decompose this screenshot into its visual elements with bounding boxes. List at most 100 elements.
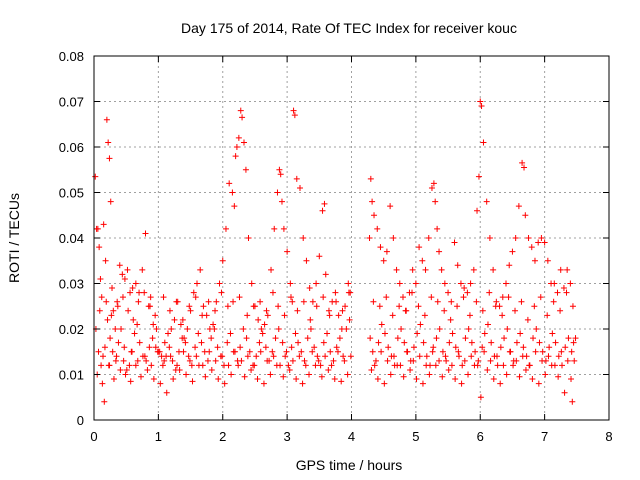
data-point: [127, 289, 134, 296]
data-point: [169, 357, 176, 364]
axis-ticks: [93, 55, 610, 421]
data-point: [204, 357, 211, 364]
data-point: [255, 316, 262, 323]
data-point: [118, 326, 125, 332]
data-point: [389, 312, 396, 319]
data-point: [561, 389, 568, 396]
data-point: [375, 339, 382, 346]
data-point: [472, 348, 479, 355]
data-point: [257, 348, 264, 355]
data-point: [468, 353, 475, 360]
data-point: [517, 330, 524, 337]
data-point: [96, 307, 103, 314]
data-point: [439, 373, 446, 380]
data-point: [529, 376, 536, 383]
data-point: [258, 326, 265, 332]
data-point: [199, 362, 206, 369]
data-point: [307, 316, 314, 323]
data-point: [525, 235, 532, 241]
data-point: [531, 257, 538, 264]
data-point: [545, 353, 552, 360]
data-point: [224, 303, 231, 310]
data-point: [256, 339, 263, 346]
data-point: [554, 289, 561, 296]
data-point: [101, 398, 108, 405]
data-point: [385, 344, 392, 351]
data-point: [383, 248, 390, 255]
data-point: [432, 362, 439, 369]
data-point: [195, 330, 202, 337]
data-point: [560, 285, 567, 292]
data-point: [208, 335, 215, 342]
data-point: [100, 353, 107, 360]
data-point: [179, 335, 186, 342]
data-point: [486, 235, 493, 241]
data-point: [479, 344, 486, 351]
data-point: [198, 339, 205, 346]
data-point: [132, 362, 139, 369]
data-point: [380, 257, 387, 264]
data-point: [550, 298, 557, 305]
data-point: [257, 298, 264, 305]
data-point: [555, 353, 562, 360]
x-tick-label: 4: [348, 429, 355, 444]
y-tick-label: 0.04: [59, 231, 84, 246]
data-point: [106, 155, 113, 162]
data-point: [280, 225, 287, 232]
data-point: [430, 180, 437, 187]
data-point: [367, 335, 374, 342]
data-point: [227, 330, 234, 337]
data-point: [369, 198, 376, 205]
data-point: [113, 353, 120, 360]
data-point: [152, 312, 159, 319]
data-point: [126, 362, 133, 369]
data-point: [339, 307, 346, 314]
data-point: [542, 371, 549, 378]
data-point: [419, 380, 426, 387]
data-point: [185, 353, 192, 360]
data-point: [244, 353, 251, 360]
data-point: [513, 357, 520, 364]
data-point: [235, 362, 242, 369]
data-point: [248, 366, 255, 373]
data-point: [271, 225, 278, 232]
data-point: [513, 339, 520, 346]
data-point: [231, 348, 238, 355]
data-point: [479, 307, 486, 314]
data-point: [102, 257, 109, 264]
data-point: [564, 357, 571, 364]
data-point: [134, 357, 141, 364]
data-point: [215, 376, 222, 383]
data-point: [259, 330, 266, 337]
data-point: [409, 266, 416, 273]
data-point: [122, 371, 129, 378]
data-point: [436, 326, 443, 332]
data-point: [186, 357, 193, 364]
data-point: [521, 164, 528, 171]
y-tick-labels: 0 0.01 0.02 0.03 0.04 0.05 0.06 0.07 0.08: [59, 49, 84, 428]
data-point: [275, 326, 282, 332]
data-point: [294, 307, 301, 314]
data-point: [240, 139, 247, 146]
data-point: [562, 344, 569, 351]
data-point: [484, 321, 491, 328]
data-point: [460, 294, 467, 301]
data-point: [538, 235, 545, 241]
data-point: [423, 362, 430, 369]
data-point: [187, 307, 194, 314]
data-point: [539, 357, 546, 364]
data-point: [307, 326, 314, 332]
data-point: [378, 348, 385, 355]
data-point: [298, 348, 305, 355]
data-point: [103, 298, 110, 305]
data-point: [159, 362, 166, 369]
data-point: [321, 200, 328, 207]
data-point: [456, 353, 463, 360]
data-point: [222, 225, 229, 232]
data-point: [199, 312, 206, 319]
data-point: [150, 376, 157, 383]
data-point: [115, 339, 122, 346]
data-point: [161, 339, 168, 346]
data-point: [206, 348, 213, 355]
